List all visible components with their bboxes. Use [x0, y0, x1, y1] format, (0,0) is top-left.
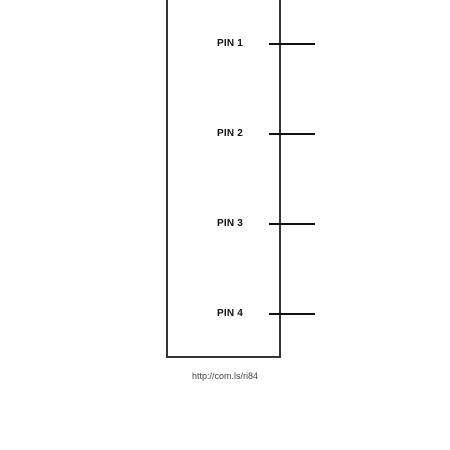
- pin-1-lead: [269, 43, 315, 45]
- pin-4-lead: [269, 313, 315, 315]
- pin-4-label: PIN 4: [216, 308, 243, 319]
- pin-2-label: PIN 2: [216, 128, 243, 139]
- pin-2-lead: [269, 133, 315, 135]
- pin-1-label: PIN 1: [216, 38, 243, 49]
- pin-3-lead: [269, 223, 315, 225]
- component-body: [166, 0, 281, 358]
- pin-3-label: PIN 3: [216, 218, 243, 229]
- source-url[interactable]: http://com.ls/ri84: [191, 371, 259, 381]
